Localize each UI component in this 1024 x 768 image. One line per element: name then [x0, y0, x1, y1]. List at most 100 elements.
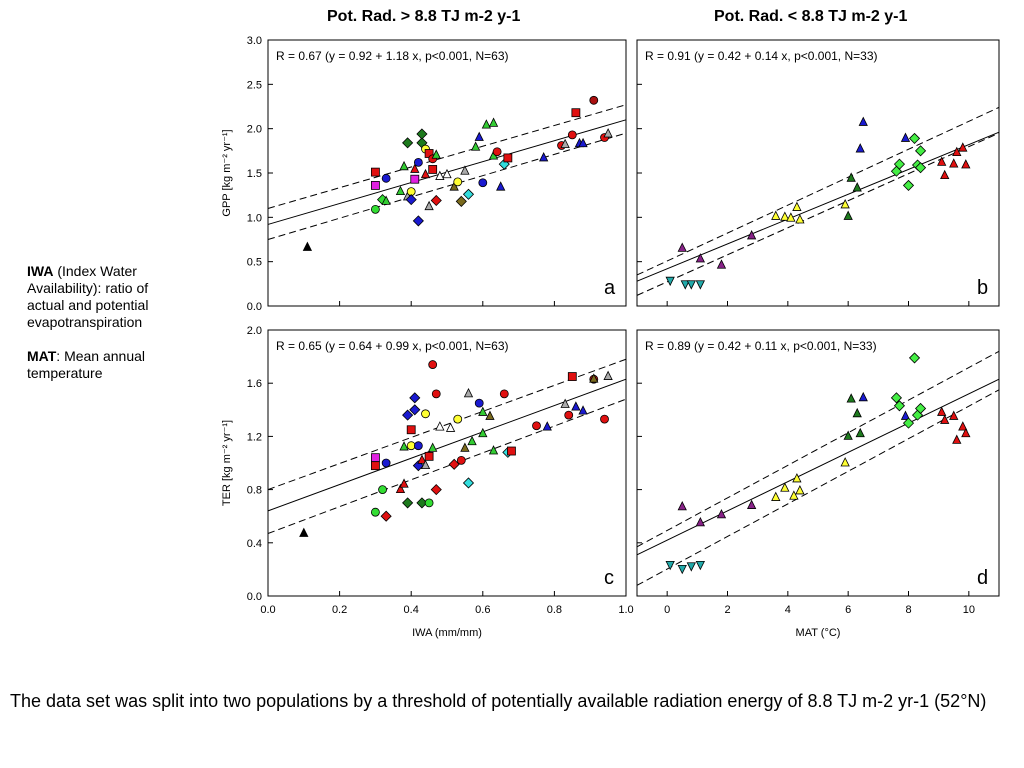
- data-point: [686, 562, 696, 572]
- y-axis-label: TER [kg m⁻² yr⁻¹]: [221, 420, 233, 506]
- data-point: [600, 414, 609, 424]
- data-point: [456, 455, 466, 465]
- data-point: [460, 442, 470, 452]
- data-point: [961, 159, 971, 169]
- data-point: [395, 483, 406, 494]
- data-point: [952, 146, 962, 157]
- data-point: [677, 500, 687, 511]
- data-point: [431, 389, 441, 399]
- data-point: [564, 410, 574, 420]
- x-tick-label: 0.4: [404, 604, 419, 616]
- regression-annotation: R = 0.65 (y = 0.64 + 0.99 x, p<0.001, N=…: [276, 339, 509, 353]
- panel-d: 0 2 4 6 8 10 R = 0.89 (y = 0.42 + 0.11 x, p<0.…: [636, 329, 1000, 639]
- plot-frame: [267, 329, 627, 597]
- confidence-band-lower: [636, 132, 1000, 296]
- y-tick-label: 3.0: [247, 35, 262, 47]
- iwa-term: IWA: [27, 263, 54, 279]
- data-point: [474, 398, 484, 408]
- data-point: [680, 280, 690, 290]
- data-point: [449, 181, 459, 191]
- data-point: [539, 152, 549, 162]
- data-point: [481, 119, 492, 129]
- data-point: [462, 188, 475, 200]
- data-point: [902, 417, 915, 429]
- data-point: [395, 185, 406, 196]
- data-point: [686, 280, 696, 290]
- data-point: [507, 446, 516, 456]
- data-point: [485, 410, 495, 420]
- y-tick-label: 0.4: [247, 538, 262, 550]
- data-point: [542, 421, 552, 431]
- data-point: [695, 280, 705, 290]
- data-point: [677, 242, 687, 252]
- y-tick-label: 0.0: [247, 591, 262, 603]
- data-point: [435, 170, 445, 180]
- data-point: [716, 259, 727, 269]
- data-point: [420, 168, 431, 179]
- data-point: [589, 373, 599, 383]
- caption: The data set was split into two populati…: [10, 691, 987, 711]
- data-point: [603, 370, 613, 380]
- data-point: [370, 461, 380, 471]
- iwa-definition: IWA (Index Water Availability): ratio of…: [27, 263, 187, 331]
- data-point: [780, 211, 790, 221]
- data-point: [378, 485, 387, 495]
- mat-text: : Mean annual temperature: [27, 348, 146, 381]
- data-point: [496, 181, 506, 191]
- data-point: [795, 485, 805, 495]
- data-point: [474, 131, 484, 141]
- data-point: [915, 402, 927, 415]
- x-tick-label: 0: [664, 604, 670, 616]
- data-point: [567, 372, 577, 381]
- data-point: [571, 108, 581, 118]
- data-point: [795, 214, 805, 224]
- data-point: [410, 163, 420, 173]
- data-point: [843, 210, 853, 220]
- data-point: [603, 128, 613, 138]
- y-tick-label: 1.6: [247, 378, 262, 390]
- data-point: [431, 149, 441, 159]
- data-point: [463, 387, 474, 398]
- data-point: [435, 421, 445, 431]
- data-point: [424, 498, 434, 508]
- data-point: [448, 458, 460, 470]
- panel-letter: c: [604, 567, 614, 589]
- data-point: [410, 174, 420, 184]
- data-point: [893, 400, 906, 412]
- data-point: [900, 410, 911, 420]
- data-point: [424, 451, 434, 461]
- data-point: [789, 490, 799, 500]
- x-tick-label: 2: [724, 604, 730, 616]
- data-point: [428, 165, 438, 174]
- data-point: [428, 442, 438, 452]
- data-point: [852, 182, 862, 192]
- x-tick-label: 8: [905, 604, 911, 616]
- data-point: [406, 425, 416, 435]
- regression-annotation: R = 0.89 (y = 0.42 + 0.11 x, p<0.001, N=…: [645, 339, 877, 353]
- data-point: [589, 95, 599, 105]
- data-point: [478, 427, 488, 438]
- panel-letter: a: [604, 277, 616, 299]
- x-tick-label: 0.8: [547, 604, 562, 616]
- data-point: [843, 430, 853, 440]
- data-point: [399, 478, 409, 488]
- data-point: [409, 404, 421, 416]
- data-point: [492, 147, 502, 157]
- data-point: [949, 410, 959, 420]
- data-point: [578, 405, 588, 415]
- x-tick-label: 4: [785, 604, 791, 616]
- data-point: [503, 153, 513, 163]
- data-point: [958, 421, 968, 431]
- data-point: [952, 434, 962, 444]
- data-point: [677, 565, 687, 575]
- data-point: [302, 241, 313, 251]
- data-point: [915, 162, 927, 174]
- panel-c: 0.0 0.4 0.8 1.2 1.6 2.0 0.0 0.2 0.4 0.6 0.8 1.0 R = …: [221, 325, 634, 639]
- y-tick-label: 0.0: [247, 301, 262, 313]
- data-point: [560, 138, 570, 149]
- data-point: [900, 132, 911, 142]
- data-point: [855, 427, 865, 438]
- confidence-band-upper: [267, 104, 627, 209]
- data-point: [445, 422, 456, 432]
- data-point: [780, 482, 790, 492]
